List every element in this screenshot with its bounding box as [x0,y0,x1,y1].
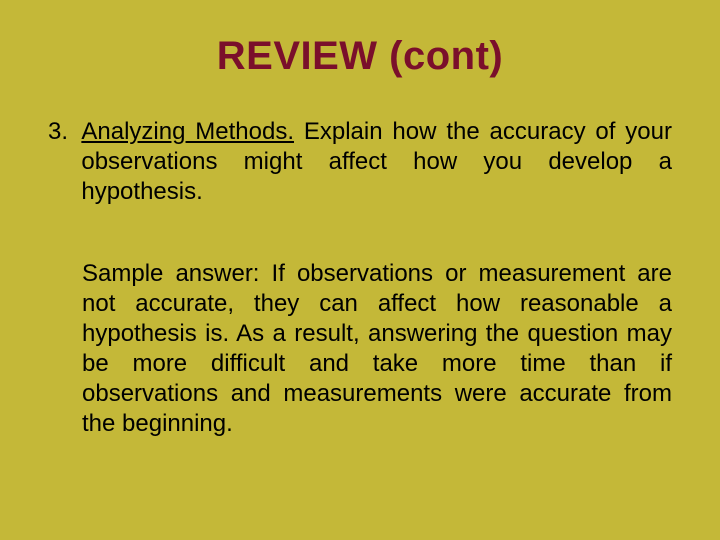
item-number: 3. [48,117,81,207]
slide: REVIEW (cont) 3. Analyzing Methods. Expl… [0,0,720,540]
item-underlined: Analyzing Methods. [81,118,294,145]
sample-answer: Sample answer: If observations or measur… [82,259,672,439]
question-item: 3. Analyzing Methods. Explain how the ac… [48,117,672,207]
slide-title: REVIEW (cont) [48,34,672,79]
item-body: Analyzing Methods. Explain how the accur… [81,117,672,207]
